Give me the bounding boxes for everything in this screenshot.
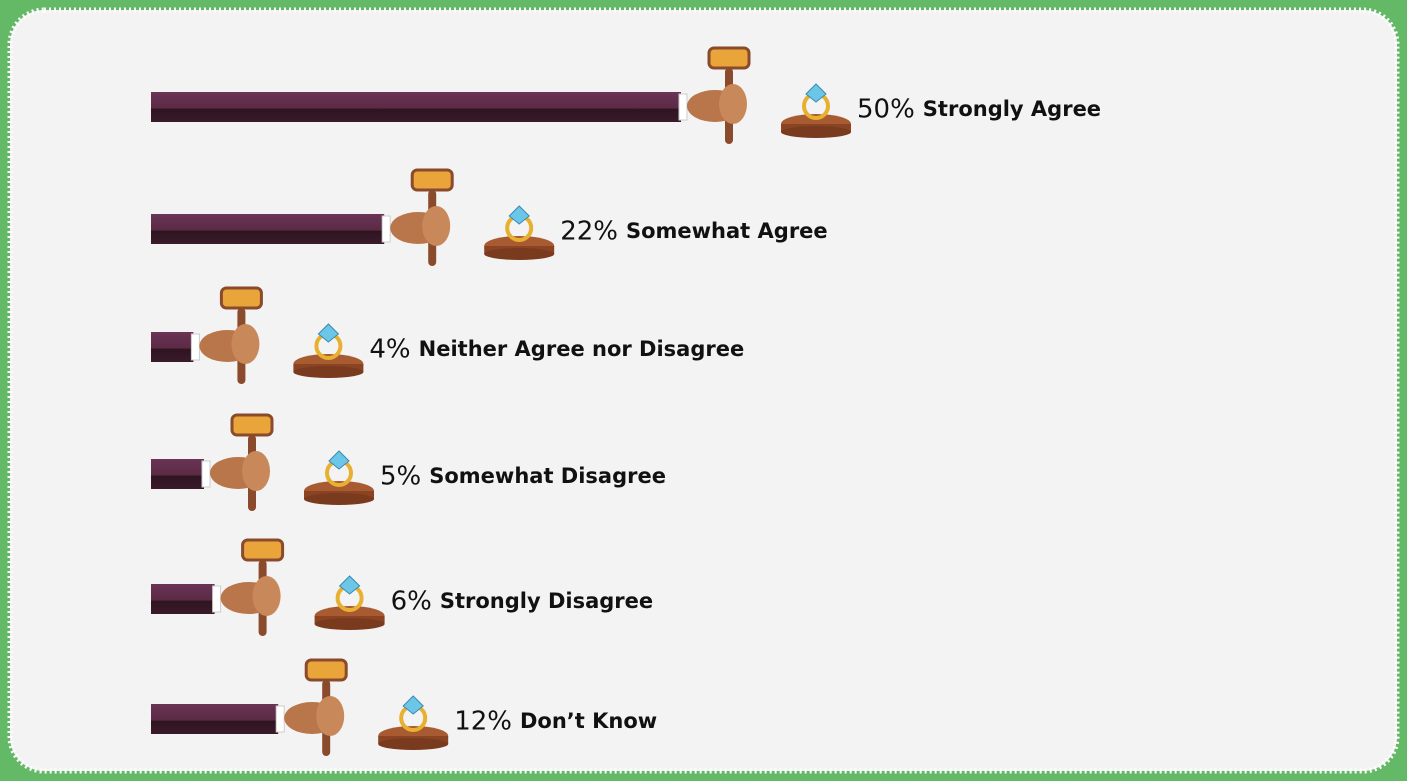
value-label: 4% (369, 335, 410, 365)
value-label: 6% (391, 587, 432, 617)
pedestal-base (304, 493, 374, 505)
fist (422, 206, 450, 246)
value-label: 50% (857, 95, 915, 125)
value-label: 22% (560, 217, 618, 247)
category-label: Neither Agree nor Disagree (419, 337, 745, 361)
gavel-head (709, 48, 749, 68)
cuff (679, 94, 687, 120)
fist (316, 696, 344, 736)
cuff (276, 706, 284, 732)
category-label: Strongly Disagree (440, 589, 653, 613)
category-label: Strongly Agree (923, 97, 1101, 121)
bar (151, 704, 278, 734)
pedestal-base (293, 366, 363, 378)
page: 50% Strongly Agree 22% Somewhat Agree 4% Neit… (0, 0, 1407, 781)
cuff (213, 586, 221, 612)
fist (231, 324, 259, 364)
pedestal-base (315, 618, 385, 630)
bar (151, 584, 215, 614)
fist (242, 451, 270, 491)
gavel-head (412, 170, 452, 190)
cuff (382, 216, 390, 242)
gavel-head (221, 288, 261, 308)
cuff (202, 461, 210, 487)
category-label: Don’t Know (520, 709, 657, 733)
gavel-head (232, 415, 272, 435)
bar (151, 332, 193, 362)
fist (253, 576, 281, 616)
value-label: 12% (454, 707, 512, 737)
pedestal-base (484, 248, 554, 260)
value-label: 5% (380, 462, 421, 492)
category-label: Somewhat Agree (626, 219, 828, 243)
bar (151, 92, 681, 122)
pedestal-base (781, 126, 851, 138)
pedestal-base (378, 738, 448, 750)
gavel-head (306, 660, 346, 680)
bar (151, 459, 204, 489)
cuff (191, 334, 199, 360)
chart: 50% Strongly Agree 22% Somewhat Agree 4% Neit… (0, 0, 1407, 781)
bar (151, 214, 384, 244)
category-label: Somewhat Disagree (429, 464, 666, 488)
frame (10, 10, 1397, 771)
gavel-head (243, 540, 283, 560)
fist (719, 84, 747, 124)
